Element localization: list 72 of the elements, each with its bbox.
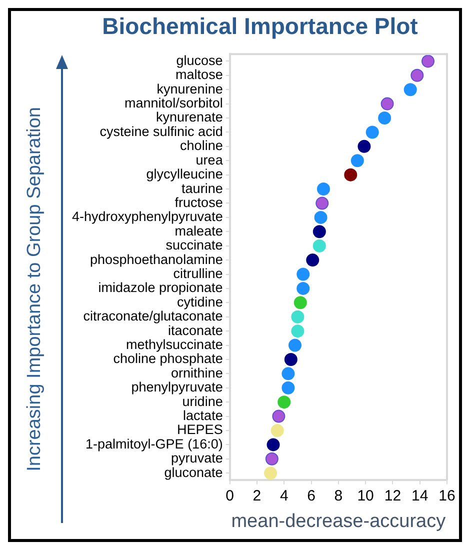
point bbox=[350, 154, 364, 168]
point bbox=[306, 254, 320, 267]
y-tick-label: uridine bbox=[182, 394, 223, 409]
point bbox=[272, 410, 286, 423]
y-tick-label: lactate bbox=[183, 408, 223, 424]
y-tick-label: methylsuccinate bbox=[126, 336, 223, 352]
y-tick-label: choline bbox=[180, 138, 223, 154]
y-tick-label: kynurenine bbox=[156, 81, 223, 96]
point bbox=[410, 68, 424, 82]
point bbox=[366, 126, 379, 139]
point bbox=[282, 381, 295, 394]
y-axis-title: Increasing Importance to Group Separation bbox=[24, 106, 46, 472]
y-tick-label: phosphoethanolamine bbox=[90, 252, 223, 267]
y-tick-label: citrulline bbox=[173, 266, 223, 281]
point bbox=[312, 239, 326, 252]
y-tick-label: cysteine sulfinic acid bbox=[100, 124, 223, 139]
y-tick-label: pyruvate bbox=[171, 450, 223, 466]
point bbox=[344, 168, 358, 182]
point bbox=[296, 282, 310, 295]
point bbox=[291, 310, 304, 324]
y-tick-label: imidazole propionate bbox=[98, 280, 223, 296]
point bbox=[294, 296, 307, 310]
point bbox=[270, 424, 284, 437]
y-tick-label: maltose bbox=[176, 67, 223, 82]
y-tick-label: 1-palmitoyl-GPE (16:0) bbox=[86, 436, 223, 452]
x-tick-label: 0 bbox=[226, 487, 234, 504]
point bbox=[380, 97, 394, 110]
y-tick-label: mannitol/sorbitol bbox=[124, 96, 223, 111]
point bbox=[284, 352, 298, 366]
x-tick-label: 4 bbox=[280, 487, 288, 504]
chart-title: Biochemical Importance Plot bbox=[101, 13, 419, 40]
y-tick-label: glucose bbox=[176, 52, 223, 68]
x-tick-label: 16 bbox=[438, 487, 456, 504]
y-tick-label: urea bbox=[196, 152, 224, 168]
y-tick-label: phenylpyruvate bbox=[131, 380, 223, 395]
point bbox=[404, 83, 417, 96]
y-tick-label: glycylleucine bbox=[146, 166, 223, 182]
y-tick-label: fructose bbox=[174, 194, 223, 210]
y-tick-label: taurine bbox=[182, 180, 223, 196]
x-tick-label: 6 bbox=[307, 487, 316, 504]
point bbox=[312, 225, 326, 238]
x-tick-label: 10 bbox=[357, 487, 374, 504]
x-tick-label: 14 bbox=[412, 487, 428, 504]
y-tick-label: choline phosphate bbox=[113, 351, 223, 366]
point bbox=[316, 196, 329, 210]
point bbox=[282, 367, 295, 380]
x-axis-title: mean-decrease-accuracy bbox=[231, 510, 446, 532]
point bbox=[288, 338, 302, 352]
y-tick-label: citraconate/glutaconate bbox=[83, 308, 223, 324]
point bbox=[264, 466, 278, 480]
y-tick-label: kynurenate bbox=[156, 110, 223, 125]
x-tick-label: 8 bbox=[334, 487, 343, 504]
x-tick-label: 2 bbox=[252, 487, 262, 504]
y-tick-label: maleate bbox=[174, 223, 223, 238]
y-tick-label: succinate bbox=[166, 238, 223, 253]
point bbox=[278, 396, 291, 409]
point bbox=[422, 54, 434, 68]
y-tick-label: cytidine bbox=[177, 294, 223, 310]
y-tick-label: ornithine bbox=[171, 365, 223, 380]
point bbox=[265, 452, 278, 466]
y-tick-label: HEPES bbox=[177, 422, 223, 438]
point bbox=[266, 438, 280, 452]
point bbox=[316, 182, 330, 196]
point bbox=[296, 268, 310, 281]
point bbox=[378, 112, 392, 125]
point bbox=[291, 324, 304, 338]
point bbox=[314, 210, 328, 224]
y-tick-label: itaconate bbox=[168, 322, 223, 338]
y-tick-label: 4-hydroxyphenylpyruvate bbox=[72, 209, 223, 224]
x-tick-label: 12 bbox=[384, 487, 402, 504]
y-tick-label: gluconate bbox=[164, 464, 223, 480]
point bbox=[358, 140, 371, 153]
